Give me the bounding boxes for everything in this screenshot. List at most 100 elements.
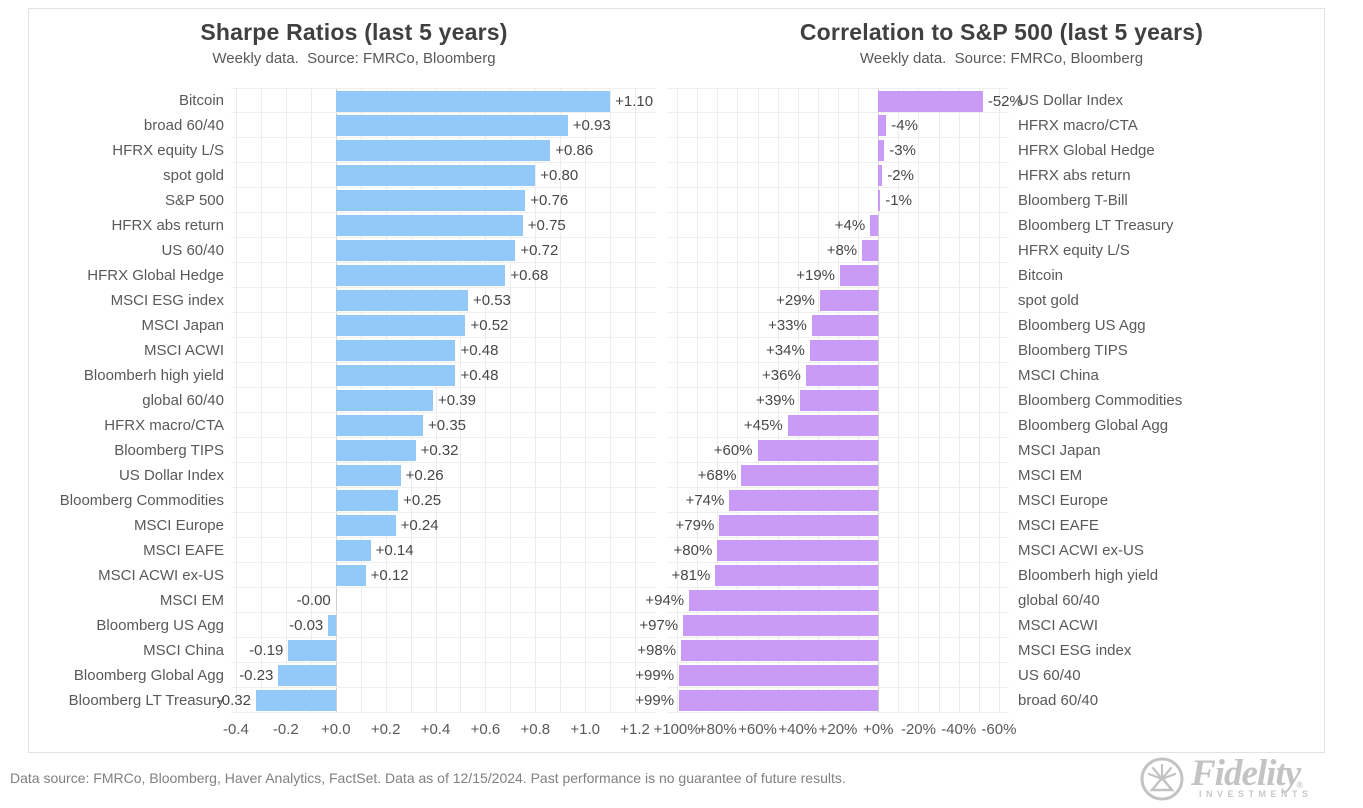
gridline [535, 88, 537, 713]
category-label: MSCI ACWI [1018, 617, 1099, 634]
correlation-plot-cell: +79% [667, 513, 1009, 538]
gridline [285, 88, 287, 713]
bar [679, 690, 879, 711]
category-label: Bloomberh high yield [1018, 567, 1159, 584]
value-label: +0.25 [403, 492, 442, 509]
category-label: Bloomberg Commodities [59, 492, 224, 509]
bar [787, 415, 879, 436]
category-label: Bitcoin [178, 92, 224, 109]
correlation-plot-cell: +74% [667, 488, 1009, 513]
correlation-chart-subtitle: Weekly data. Source: FMRCo, Bloomberg [859, 50, 1144, 67]
value-label: -0.19 [249, 642, 284, 659]
category-label: US 60/40 [161, 242, 224, 259]
axis-tick-label: +100% [653, 721, 701, 738]
chart-gap [655, 238, 667, 263]
chart-gap [655, 263, 667, 288]
bar [862, 240, 879, 261]
category-label: MSCI ACWI [143, 342, 224, 359]
value-label: +0.24 [400, 517, 439, 534]
sharpe-plot-cell: -0.00 [231, 588, 655, 613]
value-label: +1.10 [615, 93, 654, 110]
value-label: +29% [776, 292, 815, 309]
gridline [978, 88, 980, 713]
correlation-plot-cell: +19% [667, 263, 1009, 288]
correlation-plot-cell: +8% [667, 238, 1009, 263]
sharpe-plot-cell: +0.68 [231, 263, 655, 288]
category-label: S&P 500 [165, 192, 224, 209]
chart-row: Bloomberg Commodities +0.25 +74% MSCI Europ… [29, 488, 1324, 513]
value-label: -0.03 [289, 617, 324, 634]
chart-gap [655, 513, 667, 538]
axis-tick-label: +1.0 [570, 721, 600, 738]
value-label: +0.14 [375, 542, 414, 559]
category-label: MSCI EM [1018, 467, 1083, 484]
sharpe-title-block: Sharpe Ratios (last 5 years) Weekly data… [29, 19, 679, 67]
chart-row: US Dollar Index +0.26 +68% MSCI EM [29, 463, 1324, 488]
value-label: +74% [685, 492, 725, 509]
category-label: Bloomberg TIPS [114, 442, 224, 459]
value-label: +0.48 [460, 367, 499, 384]
chart-rows: Bitcoin +1.10 -52% US Dollar Index broad 60/… [29, 88, 1324, 713]
bar [335, 290, 468, 311]
chart-gap [655, 538, 667, 563]
gridline [460, 88, 462, 713]
chart-gap [655, 413, 667, 438]
category-label: spot gold [163, 167, 224, 184]
chart-gap [655, 563, 667, 588]
category-label: US Dollar Index [118, 467, 224, 484]
chart-row: global 60/40 +0.39 +39% Bloomberg Commoditi… [29, 388, 1324, 413]
value-label: +68% [697, 467, 737, 484]
sharpe-chart-title: Sharpe Ratios (last 5 years) [200, 19, 508, 45]
chart-row: Bloomberg LT Treasury -0.32 +99% broad 60/4… [29, 688, 1324, 713]
chart-row: MSCI ACWI +0.48 +34% Bloomberg TIPS [29, 338, 1324, 363]
chart-gap [655, 463, 667, 488]
sharpe-plot-cell: +0.93 [231, 113, 655, 138]
bar [719, 515, 879, 536]
chart-row: spot gold +0.80 -2% HFRX abs return [29, 163, 1324, 188]
chart-row: S&P 500 +0.76 -1% Bloomberg T-Bill [29, 188, 1324, 213]
sharpe-plot-cell: -0.03 [231, 613, 655, 638]
bar [878, 115, 887, 136]
axis-tick-label: -0.4 [223, 721, 249, 738]
value-label: +0.52 [470, 317, 509, 334]
value-label: +94% [645, 592, 685, 609]
value-label: +39% [755, 392, 795, 409]
bar [683, 615, 879, 636]
bar [878, 140, 885, 161]
correlation-plot-cell: -2% [667, 163, 1009, 188]
chart-row: MSCI EAFE +0.14 +80% MSCI ACWI ex-US [29, 538, 1324, 563]
chart-gap [655, 363, 667, 388]
value-label: -0.23 [239, 667, 274, 684]
category-label: MSCI China [1018, 367, 1099, 384]
correlation-plot-cell: +80% [667, 538, 1009, 563]
bar [335, 315, 466, 336]
value-label: +79% [675, 517, 715, 534]
gridline [510, 88, 512, 713]
sharpe-plot-cell: +0.80 [231, 163, 655, 188]
bar [809, 340, 879, 361]
value-label: +0.35 [428, 417, 467, 434]
fidelity-wordmark: Fidelity ® [1191, 753, 1303, 794]
bar [870, 215, 879, 236]
category-label: HFRX Global Hedge [1018, 142, 1155, 159]
bar [715, 565, 879, 586]
gridline [998, 88, 1000, 713]
bar [757, 440, 879, 461]
gridline [610, 88, 612, 713]
category-label: MSCI ESG index [110, 292, 224, 309]
bar [335, 140, 551, 161]
category-label: global 60/40 [1018, 592, 1100, 609]
gridline [737, 88, 739, 713]
category-label: Bloomberg US Agg [96, 617, 224, 634]
axis-tick-label: +0.2 [370, 721, 401, 738]
sharpe-plot-cell: +0.53 [231, 288, 655, 313]
correlation-plot-cell: -52% [667, 88, 1023, 113]
value-label: +81% [671, 567, 711, 584]
registered-mark-icon: ® [1296, 780, 1303, 790]
sharpe-plot-cell: +0.39 [231, 388, 655, 413]
bar [681, 640, 879, 661]
category-label: Bloomberg T-Bill [1018, 192, 1128, 209]
category-label: spot gold [1018, 292, 1079, 309]
correlation-plot-cell: -1% [667, 188, 1009, 213]
category-label: broad 60/40 [143, 117, 224, 134]
